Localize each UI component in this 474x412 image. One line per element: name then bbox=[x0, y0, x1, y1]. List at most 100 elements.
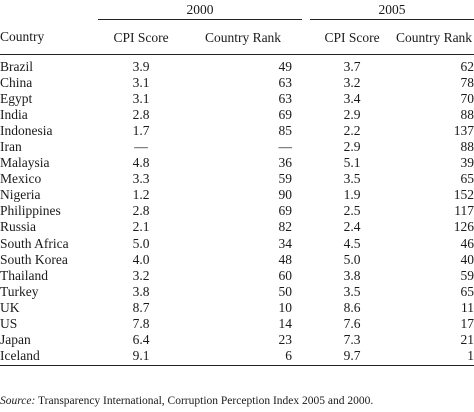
column-header-cpi-2005: CPI Score bbox=[310, 19, 394, 55]
year-header-spacer bbox=[0, 0, 98, 20]
cell-country: Mexico bbox=[0, 171, 42, 187]
cell-cpi-2000: 1.2 bbox=[132, 187, 150, 203]
cell-rank-2000: 49 bbox=[278, 58, 293, 74]
cell-gap bbox=[302, 138, 310, 154]
cell-rank-2000: 34 bbox=[278, 235, 293, 251]
cell-gap bbox=[302, 299, 310, 315]
cell-cpi-2005: 3.5 bbox=[343, 283, 361, 299]
cell-cpi-2005: 2.5 bbox=[343, 203, 361, 219]
cell-cpi-2005: 7.3 bbox=[343, 332, 361, 348]
table-row: China 3.1 63 3.2 78 bbox=[0, 74, 474, 90]
cell-country: UK bbox=[0, 299, 20, 315]
cell-cpi-2000: 4.0 bbox=[132, 251, 150, 267]
cell-gap bbox=[302, 74, 310, 90]
cell-country: Brazil bbox=[0, 58, 33, 74]
cell-cpi-2005: 3.2 bbox=[343, 74, 361, 90]
cell-rank-2005: 152 bbox=[453, 187, 474, 203]
cell-cpi-2000: 2.1 bbox=[132, 219, 150, 235]
cell-cpi-2000: — bbox=[134, 139, 148, 155]
cell-rank-2005: 137 bbox=[453, 122, 474, 138]
cell-gap bbox=[302, 187, 310, 203]
table-header: 2000 2005 Country CPI Score Country Rank… bbox=[0, 0, 474, 55]
cell-cpi-2005: 8.6 bbox=[343, 299, 361, 315]
table-row: Mexico 3.3 59 3.5 65 bbox=[0, 171, 474, 187]
cell-rank-2000: 59 bbox=[278, 171, 293, 187]
cell-gap bbox=[302, 332, 310, 348]
cell-gap bbox=[302, 283, 310, 299]
table-row: Russia 2.1 82 2.4 126 bbox=[0, 219, 474, 235]
cell-cpi-2005: 3.8 bbox=[343, 267, 361, 283]
column-header-rank-2000: Country Rank bbox=[184, 19, 302, 55]
cell-cpi-2000: 3.9 bbox=[132, 58, 150, 74]
cell-gap bbox=[302, 267, 310, 283]
cell-country: India bbox=[0, 106, 28, 122]
cell-rank-2000: 63 bbox=[278, 90, 293, 106]
table-body: Brazil 3.9 49 3.7 62 China 3.1 63 3.2 78 Egypt 3.1 6… bbox=[0, 55, 474, 366]
table-row: Philippines 2.8 69 2.5 117 bbox=[0, 203, 474, 219]
table-row: South Africa 5.0 34 4.5 46 bbox=[0, 235, 474, 251]
cell-country: Russia bbox=[0, 219, 37, 235]
cell-rank-2000: 50 bbox=[278, 283, 293, 299]
cell-rank-2005: 88 bbox=[460, 139, 474, 155]
cell-cpi-2005: 3.7 bbox=[343, 58, 361, 74]
cell-cpi-2005: 3.5 bbox=[343, 171, 361, 187]
cell-rank-2005: 70 bbox=[460, 90, 474, 106]
column-header-row: Country CPI Score Country Rank CPI Score… bbox=[0, 19, 474, 55]
source-label: Source: bbox=[0, 395, 36, 407]
cell-rank-2005: 21 bbox=[460, 332, 474, 348]
table-row: Thailand 3.2 60 3.8 59 bbox=[0, 267, 474, 283]
cell-cpi-2000: 5.0 bbox=[132, 235, 150, 251]
table-row: US 7.8 14 7.6 17 bbox=[0, 316, 474, 332]
table-row: UK 8.7 10 8.6 11 bbox=[0, 299, 474, 315]
cell-rank-2005: 62 bbox=[460, 58, 474, 74]
cell-rank-2000: 90 bbox=[278, 187, 293, 203]
cell-rank-2000: 60 bbox=[278, 267, 293, 283]
cell-country: Turkey bbox=[0, 283, 39, 299]
cell-cpi-2005: 2.2 bbox=[343, 122, 361, 138]
cell-gap bbox=[302, 90, 310, 106]
cell-rank-2005: 117 bbox=[454, 203, 474, 219]
cell-cpi-2000: 9.1 bbox=[98, 347, 184, 366]
cell-rank-2000: 14 bbox=[278, 316, 293, 332]
column-header-gap bbox=[302, 19, 310, 55]
cell-gap bbox=[302, 235, 310, 251]
cell-cpi-2000: 3.2 bbox=[132, 267, 150, 283]
cell-gap bbox=[302, 171, 310, 187]
cell-gap bbox=[302, 347, 310, 366]
cell-rank-2000: 23 bbox=[278, 332, 293, 348]
cell-rank-2005: 88 bbox=[460, 106, 474, 122]
table-row: Iran — — 2.9 88 bbox=[0, 138, 474, 154]
cell-cpi-2005: 2.9 bbox=[343, 139, 361, 155]
table-row: Nigeria 1.2 90 1.9 152 bbox=[0, 187, 474, 203]
cell-rank-2005: 65 bbox=[460, 171, 474, 187]
table-row: Malaysia 4.8 36 5.1 39 bbox=[0, 155, 474, 171]
cell-country: China bbox=[0, 74, 33, 90]
cell-cpi-2000: 3.8 bbox=[132, 283, 150, 299]
cell-rank-2005: 40 bbox=[460, 251, 474, 267]
cell-cpi-2000: 3.3 bbox=[132, 171, 150, 187]
cpi-table: 2000 2005 Country CPI Score Country Rank… bbox=[0, 0, 474, 366]
cell-rank-2000: 69 bbox=[278, 106, 293, 122]
cell-rank-2005: 17 bbox=[460, 316, 474, 332]
column-header-rank-2005: Country Rank bbox=[394, 19, 474, 55]
cell-country: South Africa bbox=[0, 235, 69, 251]
cell-rank-2000: 10 bbox=[278, 299, 293, 315]
table-row: Brazil 3.9 49 3.7 62 bbox=[0, 55, 474, 75]
cell-cpi-2005: 9.7 bbox=[310, 347, 394, 366]
cell-rank-2000: 63 bbox=[278, 74, 293, 90]
cell-country: Iceland bbox=[0, 347, 98, 366]
cell-gap bbox=[302, 251, 310, 267]
source-note: Source: Transparency International, Corr… bbox=[0, 394, 373, 408]
cell-country: Japan bbox=[0, 332, 31, 348]
table-row: Egypt 3.1 63 3.4 70 bbox=[0, 90, 474, 106]
cell-country: Malaysia bbox=[0, 155, 50, 171]
cell-cpi-2005: 5.0 bbox=[343, 251, 361, 267]
cell-gap bbox=[302, 203, 310, 219]
column-header-cpi-2000: CPI Score bbox=[98, 19, 184, 55]
cell-gap bbox=[302, 219, 310, 235]
cell-cpi-2005: 1.9 bbox=[343, 187, 361, 203]
cell-cpi-2000: 1.7 bbox=[132, 122, 150, 138]
cell-cpi-2000: 2.8 bbox=[132, 203, 150, 219]
cell-gap bbox=[302, 316, 310, 332]
